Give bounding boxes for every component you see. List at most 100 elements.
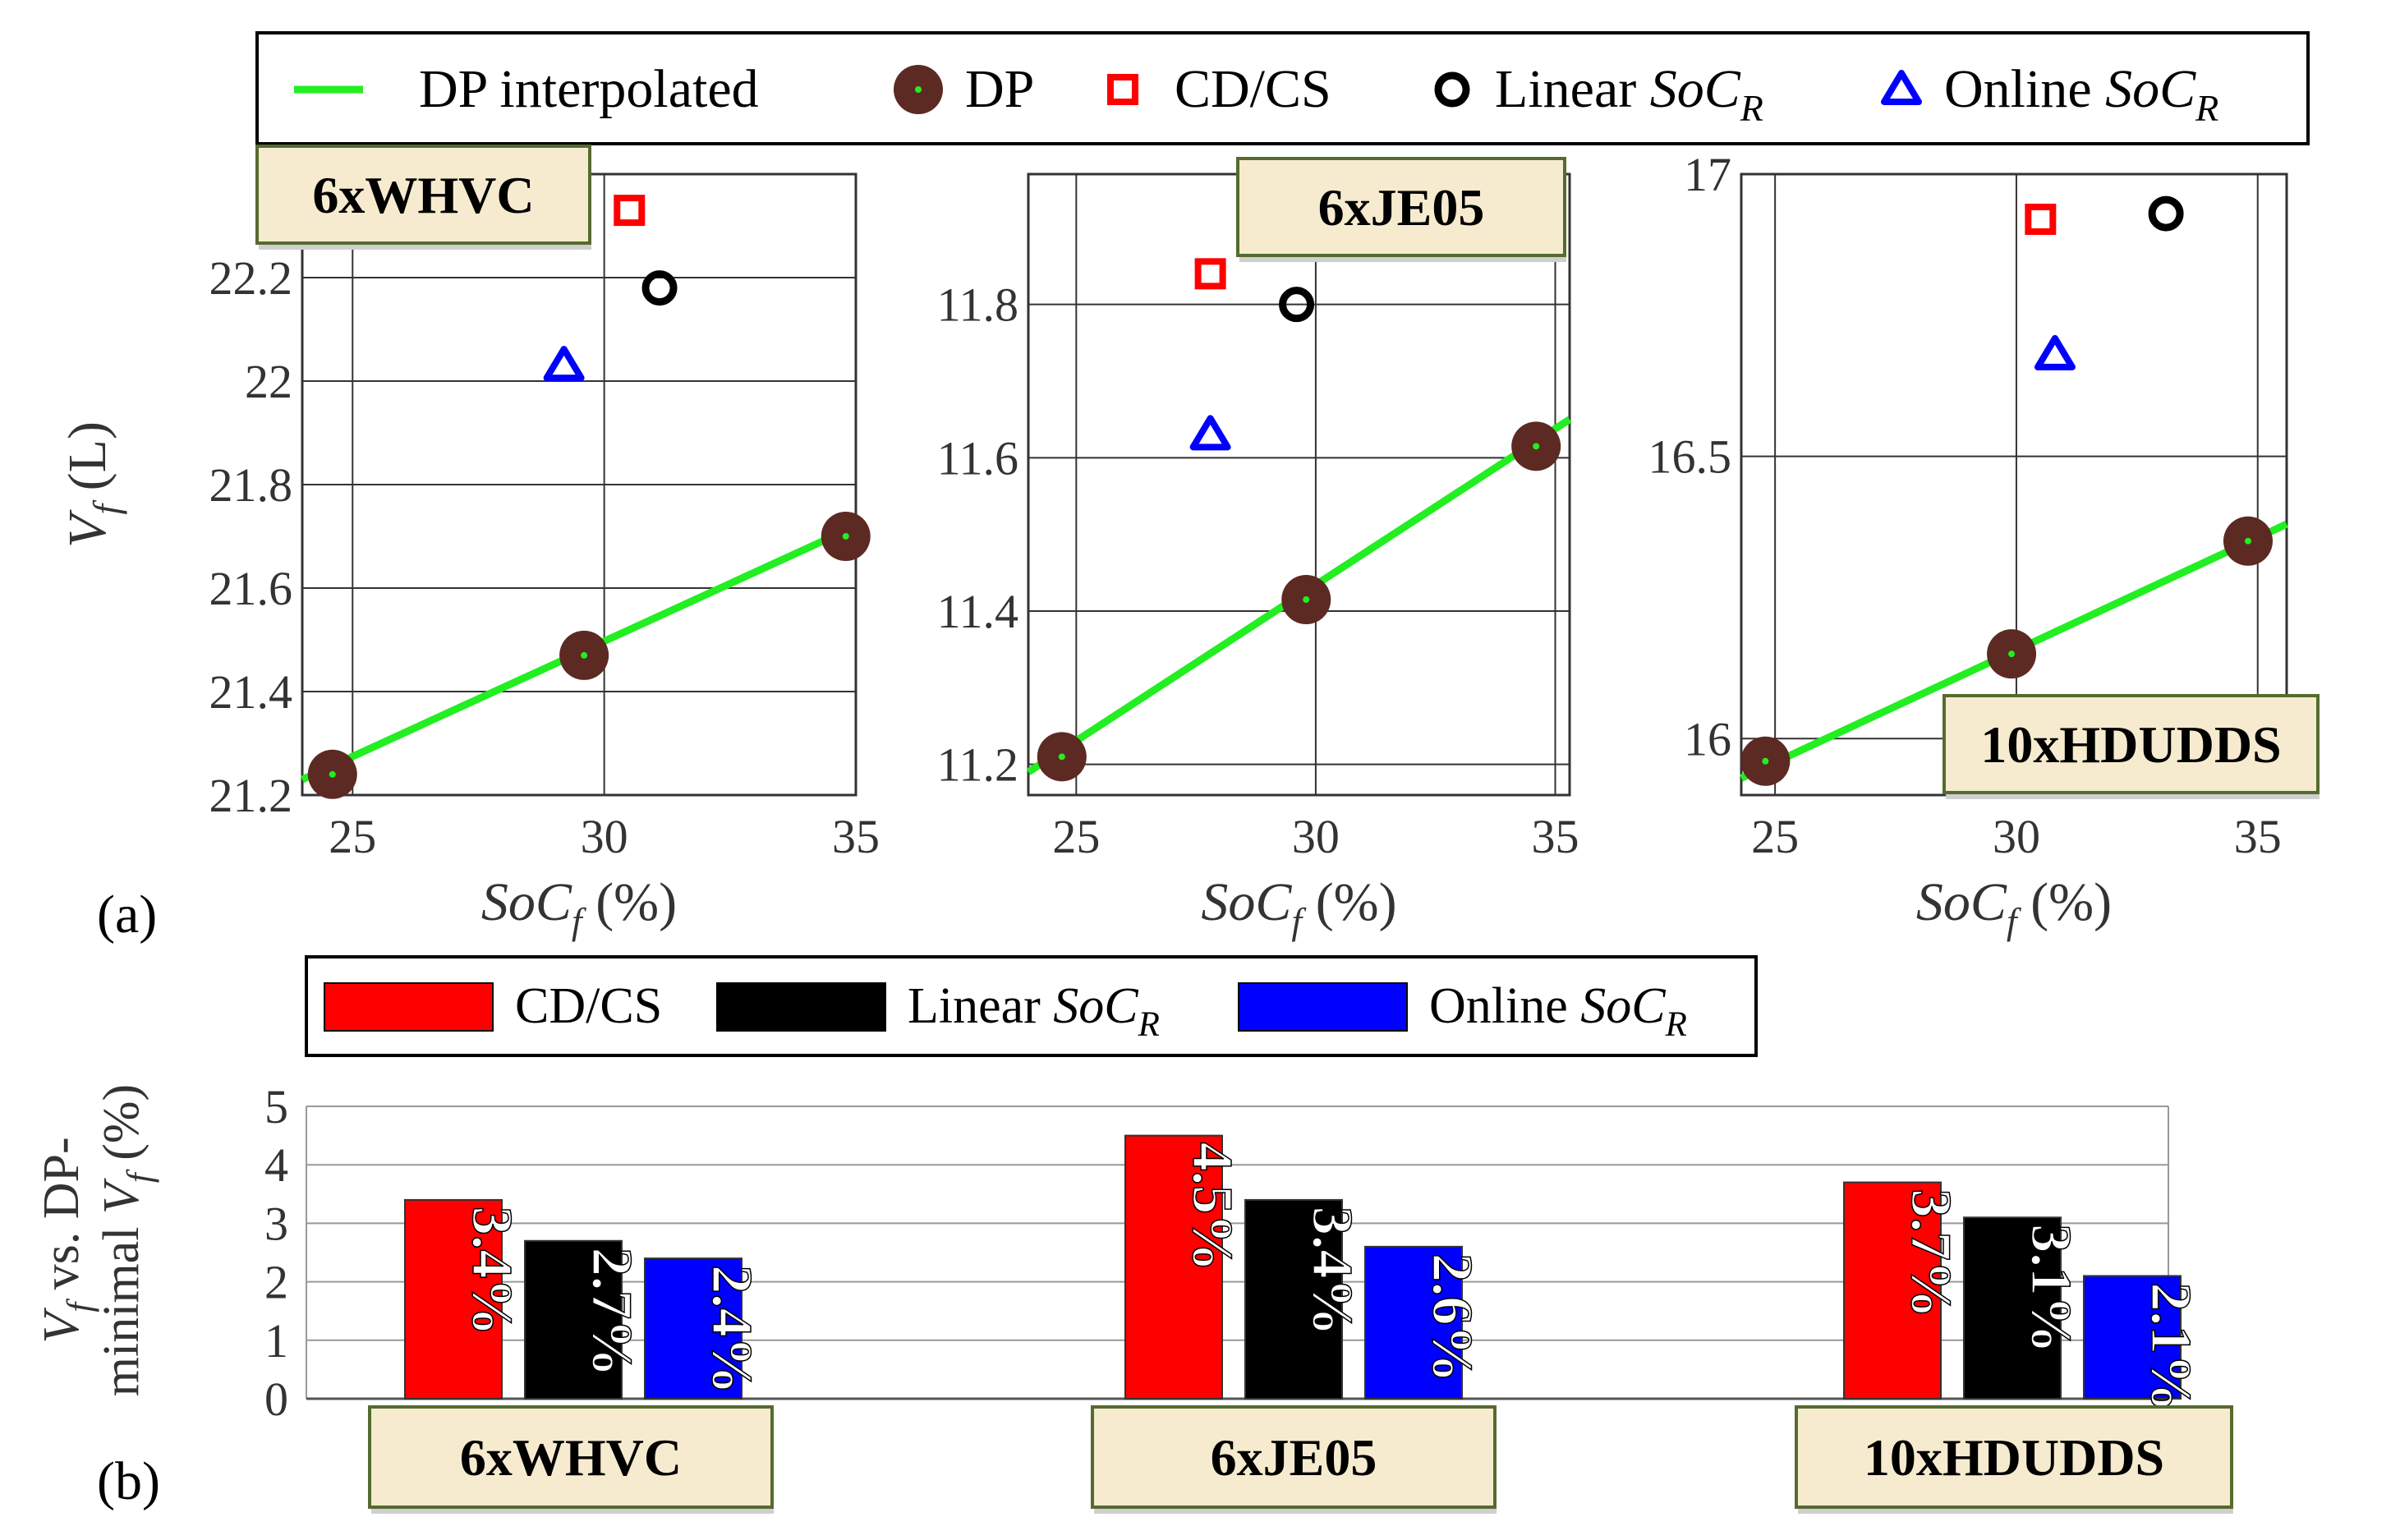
bar-value-label: 2.4% bbox=[700, 1265, 763, 1395]
title-box-shadow bbox=[1094, 1509, 1497, 1514]
y-tick-label: 22.2 bbox=[209, 251, 293, 305]
title-box-shadow bbox=[1946, 794, 2320, 799]
series-square bbox=[1194, 258, 1226, 290]
bar bbox=[404, 1198, 503, 1400]
series-square bbox=[2025, 203, 2057, 235]
cycle-title: 10xHDUDDS bbox=[1980, 715, 2281, 774]
cdcs-point-center bbox=[2039, 217, 2043, 221]
circle-point bbox=[641, 270, 678, 306]
panel-label-a: (a) bbox=[97, 885, 157, 945]
dp-point-center bbox=[915, 86, 922, 93]
legend-frame bbox=[305, 955, 1758, 1057]
legend-item-2: CD/CS bbox=[1107, 59, 1331, 119]
panel-label-b: (b) bbox=[97, 1451, 160, 1511]
title-box-shadow bbox=[1239, 257, 1566, 262]
y-tick-label: 11.6 bbox=[937, 431, 1018, 485]
x-tick-label: 35 bbox=[2234, 810, 2282, 863]
title-box bbox=[1236, 157, 1566, 257]
square-point bbox=[614, 195, 646, 227]
cycle-label-1: 6xWHVC bbox=[255, 145, 591, 250]
series-triangle bbox=[543, 346, 585, 382]
circle-point bbox=[1279, 287, 1315, 323]
cycle-title: 6xWHVC bbox=[312, 166, 534, 224]
y-tick-label: 0 bbox=[264, 1372, 288, 1426]
legend-swatch bbox=[1238, 982, 1408, 1032]
plot-frame bbox=[1027, 172, 1571, 797]
legend-label: DP interpolated bbox=[419, 59, 759, 119]
category-label: 6xWHVC bbox=[368, 1405, 774, 1514]
cdcs-point-center bbox=[1121, 88, 1124, 91]
legend-item-1: DP bbox=[894, 59, 1034, 119]
category-label: 10xHDUDDS bbox=[1795, 1405, 2233, 1514]
legend-label: Linear SoCR​ bbox=[1495, 59, 1763, 129]
bar-value-label: 4.5% bbox=[1180, 1142, 1244, 1272]
bar-value-label: 2.7% bbox=[580, 1248, 643, 1377]
y-tick-label: 1 bbox=[264, 1314, 288, 1368]
y-tick-label: 5 bbox=[264, 1080, 288, 1133]
title-box bbox=[1943, 694, 2320, 794]
bar bbox=[1124, 1134, 1223, 1400]
legend-marker-circle bbox=[1434, 71, 1470, 108]
legend-item-0: CD/CS bbox=[324, 978, 662, 1034]
bar-group-6xWHVC: 3.4% 2.7% 2.4% bbox=[404, 1198, 764, 1400]
bar-value-label: 3.4% bbox=[460, 1207, 523, 1336]
square-point bbox=[1194, 258, 1226, 290]
legend-item-2: Online SoCR​ bbox=[1238, 978, 1687, 1044]
legend-label: CD/CS bbox=[1175, 59, 1331, 119]
y-axis-label-bottom-line1: Vf​ vs. DP- bbox=[34, 1137, 99, 1343]
x-tick-label: 35 bbox=[832, 810, 880, 863]
series-circle bbox=[641, 270, 678, 306]
series-square bbox=[614, 195, 646, 227]
series-dp bbox=[1037, 421, 1561, 782]
x-tick-label: 30 bbox=[1993, 810, 2040, 863]
bar bbox=[1843, 1181, 1942, 1400]
triangle-point bbox=[543, 346, 585, 382]
bar bbox=[1244, 1198, 1343, 1400]
triangle-point bbox=[2034, 334, 2076, 370]
y-tick-label: 21.8 bbox=[209, 458, 293, 512]
cycle-title: 10xHDUDDS bbox=[1864, 1428, 2164, 1487]
bar-value-label: 2.1% bbox=[2139, 1282, 2202, 1412]
bar-group-10xHDUDDS: 3.7% 3.1% 2.1% bbox=[1843, 1181, 2203, 1413]
category-label: 6xJE05 bbox=[1091, 1405, 1497, 1514]
bar-value-label: 3.4% bbox=[1300, 1207, 1363, 1336]
series-triangle bbox=[2034, 334, 2076, 370]
bar-chart: 012 345 3.4% 2.7% 2.4% 4.5% 3.4% 2.6% 3.7% 3.1% 2.… bbox=[264, 1080, 2203, 1426]
y-tick-label: 16 bbox=[1684, 712, 1731, 765]
dp-point-center bbox=[329, 770, 336, 778]
bar-value-label: 3.1% bbox=[2019, 1224, 2082, 1354]
series-triangle bbox=[1189, 415, 1231, 451]
bar-group-6xJE05: 4.5% 3.4% 2.6% bbox=[1124, 1134, 1484, 1400]
x-axis-label: SoCf​ (%) bbox=[481, 872, 677, 942]
legend-swatch bbox=[716, 982, 886, 1032]
cycle-title: 6xJE05 bbox=[1318, 178, 1485, 237]
y-tick-label: 21.4 bbox=[209, 665, 293, 719]
legend-label: Online SoCR​ bbox=[1429, 978, 1687, 1044]
y-tick-label: 11.2 bbox=[937, 738, 1018, 792]
bar-value-label: 3.7% bbox=[1899, 1189, 1962, 1319]
x-tick-label: 30 bbox=[1292, 810, 1340, 863]
legend-item-1: Linear SoCR​ bbox=[716, 978, 1160, 1044]
legend-marker-square bbox=[1107, 74, 1138, 105]
title-box bbox=[255, 145, 591, 245]
cdcs-point-center bbox=[1208, 272, 1212, 276]
bar bbox=[644, 1257, 743, 1400]
y-tick-label: 4 bbox=[264, 1138, 288, 1192]
cycle-label-2: 6xJE05 bbox=[1236, 157, 1566, 262]
y-tick-label: 3 bbox=[264, 1197, 288, 1250]
legend-label: Linear SoCR​ bbox=[908, 978, 1160, 1044]
dp-point-center bbox=[1533, 443, 1540, 450]
x-tick-label: 35 bbox=[1532, 810, 1579, 863]
cdcs-point-center bbox=[628, 209, 632, 213]
x-axis-label: SoCf​ (%) bbox=[1201, 872, 1396, 942]
scatter-panel-2: 25 30 35 11.2 11.4 11.6 11.8 SoCf​ (%) bbox=[937, 172, 1579, 942]
title-box bbox=[1091, 1405, 1497, 1509]
bar bbox=[524, 1239, 623, 1400]
x-tick-label: 25 bbox=[329, 810, 376, 863]
dp-point-center bbox=[1058, 753, 1065, 761]
series-dp bbox=[1740, 516, 2273, 786]
series-circle bbox=[1279, 287, 1315, 323]
y-tick-label: 2 bbox=[264, 1256, 288, 1309]
legend-label: Online SoCR​ bbox=[1944, 59, 2218, 129]
